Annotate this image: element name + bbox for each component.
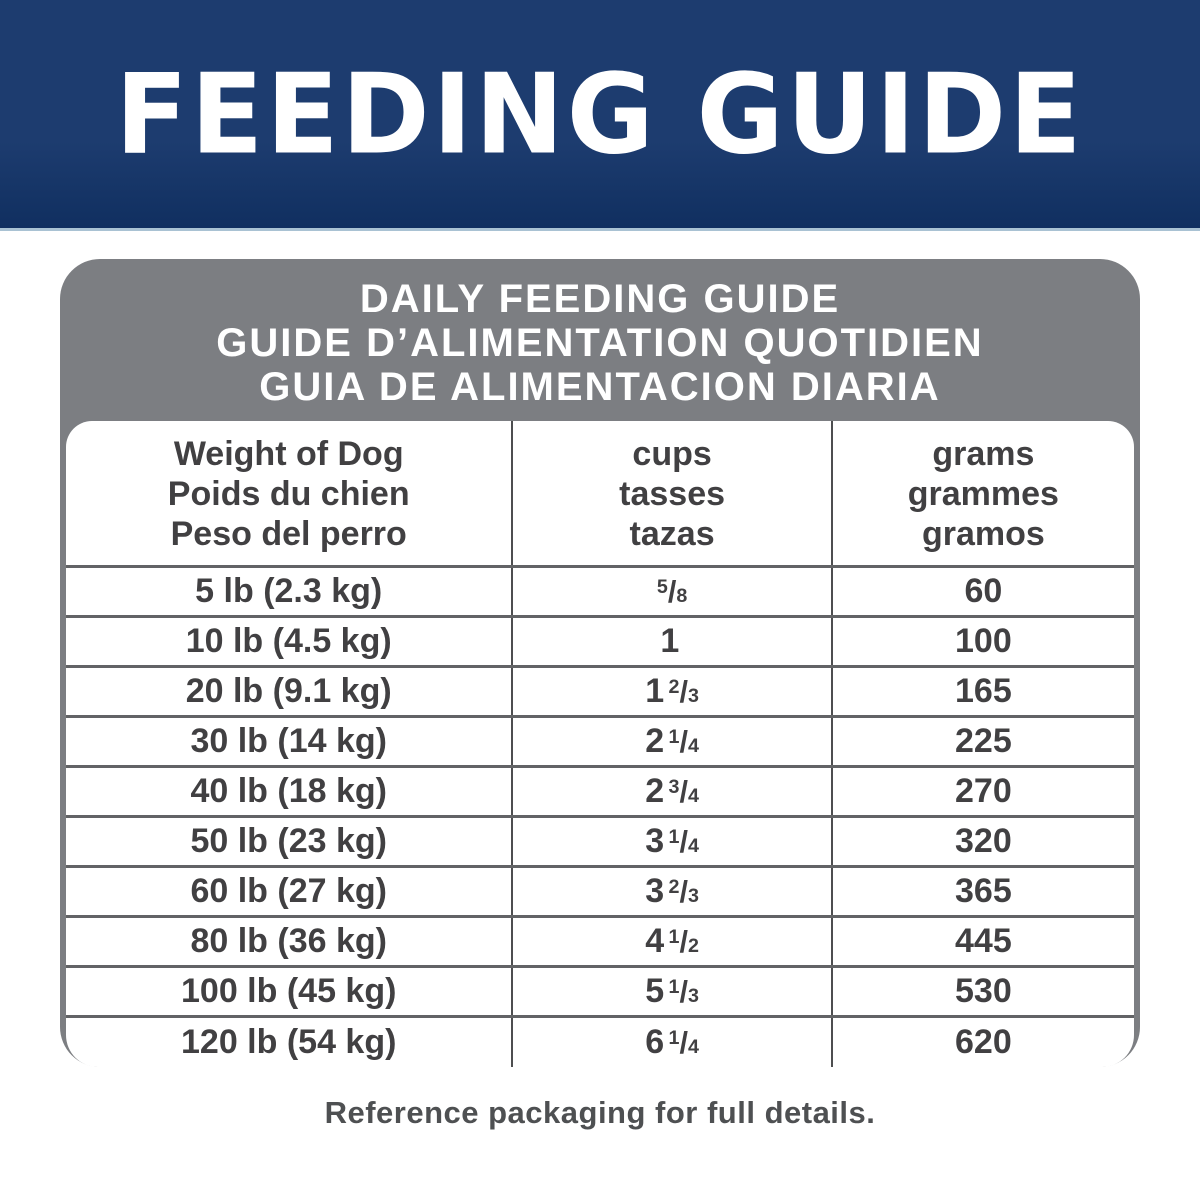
weight-cell: 20 lb (9.1 kg) <box>66 665 513 717</box>
grams-cell: 445 <box>830 915 1134 967</box>
grams-cell: 225 <box>830 715 1134 767</box>
daily-feeding-guide-card: DAILY FEEDING GUIDE GUIDE D’ALIMENTATION… <box>60 259 1140 1067</box>
column-header-weight: Weight of Dog Poids du chien Peso del pe… <box>167 435 410 553</box>
grams-cell: 530 <box>830 965 1134 1017</box>
table-row: 40 lb (18 kg) 2 3/4 270 <box>66 765 1134 817</box>
grams-cell: 320 <box>830 815 1134 867</box>
column-header-grams: grams grammes gramos <box>830 421 1134 567</box>
weight-cell: 100 lb (45 kg) <box>66 965 513 1017</box>
footer-note: Reference packaging for full details. <box>324 1094 876 1130</box>
cups-cell: 5 1/3 <box>511 965 832 1017</box>
card-header: DAILY FEEDING GUIDE GUIDE D’ALIMENTATION… <box>60 259 1140 421</box>
column-header-cups: cups tasses tazas <box>511 421 832 567</box>
weight-cell: 80 lb (36 kg) <box>66 915 513 967</box>
weight-cell: 50 lb (23 kg) <box>66 815 513 867</box>
feeding-guide-banner: FEEDING GUIDE <box>0 0 1200 231</box>
cups-cell: 5/8 <box>511 565 832 617</box>
banner-title: FEEDING GUIDE <box>115 50 1085 178</box>
cups-cell: 2 1/4 <box>511 715 832 767</box>
table-row: 30 lb (14 kg) 2 1/4 225 <box>66 715 1134 767</box>
weight-cell: 10 lb (4.5 kg) <box>66 615 513 667</box>
weight-cell: 5 lb (2.3 kg) <box>66 565 513 617</box>
table-row: 50 lb (23 kg) 3 1/4 320 <box>66 815 1134 867</box>
weight-cell: 40 lb (18 kg) <box>66 765 513 817</box>
grams-cell: 100 <box>830 615 1134 667</box>
table-row: 20 lb (9.1 kg) 1 2/3 165 <box>66 665 1134 717</box>
cups-cell: 2 3/4 <box>511 765 832 817</box>
table-row: 120 lb (54 kg) 6 1/4 620 <box>66 1015 1134 1067</box>
cups-cell: 3 2/3 <box>511 865 832 917</box>
cups-cell: 3 1/4 <box>511 815 832 867</box>
feeding-table-body: 5 lb (2.3 kg) 5/8 60 10 lb (4.5 kg) 1 100 20 l… <box>66 565 1134 1067</box>
table-row: 60 lb (27 kg) 3 2/3 365 <box>66 865 1134 917</box>
cups-cell: 1 <box>511 615 832 667</box>
table-row: 100 lb (45 kg) 5 1/3 530 <box>66 965 1134 1017</box>
column-header-row: Weight of Dog Poids du chien Peso del pe… <box>66 421 1134 567</box>
table-row: 10 lb (4.5 kg) 1 100 <box>66 615 1134 667</box>
card-body: Weight of Dog Poids du chien Peso del pe… <box>66 421 1134 1067</box>
cups-cell: 6 1/4 <box>511 1015 832 1067</box>
grams-cell: 270 <box>830 765 1134 817</box>
table-row: 80 lb (36 kg) 4 1/2 445 <box>66 915 1134 967</box>
grams-cell: 165 <box>830 665 1134 717</box>
card-title-fr: GUIDE D’ALIMENTATION QUOTIDIEN <box>216 321 984 365</box>
grams-cell: 60 <box>830 565 1134 617</box>
weight-cell: 120 lb (54 kg) <box>66 1015 513 1067</box>
weight-cell: 60 lb (27 kg) <box>66 865 513 917</box>
feeding-table: Weight of Dog Poids du chien Peso del pe… <box>66 421 1134 1067</box>
weight-cell: 30 lb (14 kg) <box>66 715 513 767</box>
card-title-en: DAILY FEEDING GUIDE <box>359 277 841 321</box>
grams-cell: 365 <box>830 865 1134 917</box>
card-title-es: GUIA DE ALIMENTACION DIARIA <box>259 365 941 409</box>
cups-cell: 1 2/3 <box>511 665 832 717</box>
grams-cell: 620 <box>830 1015 1134 1067</box>
table-row: 5 lb (2.3 kg) 5/8 60 <box>66 565 1134 617</box>
cups-cell: 4 1/2 <box>511 915 832 967</box>
